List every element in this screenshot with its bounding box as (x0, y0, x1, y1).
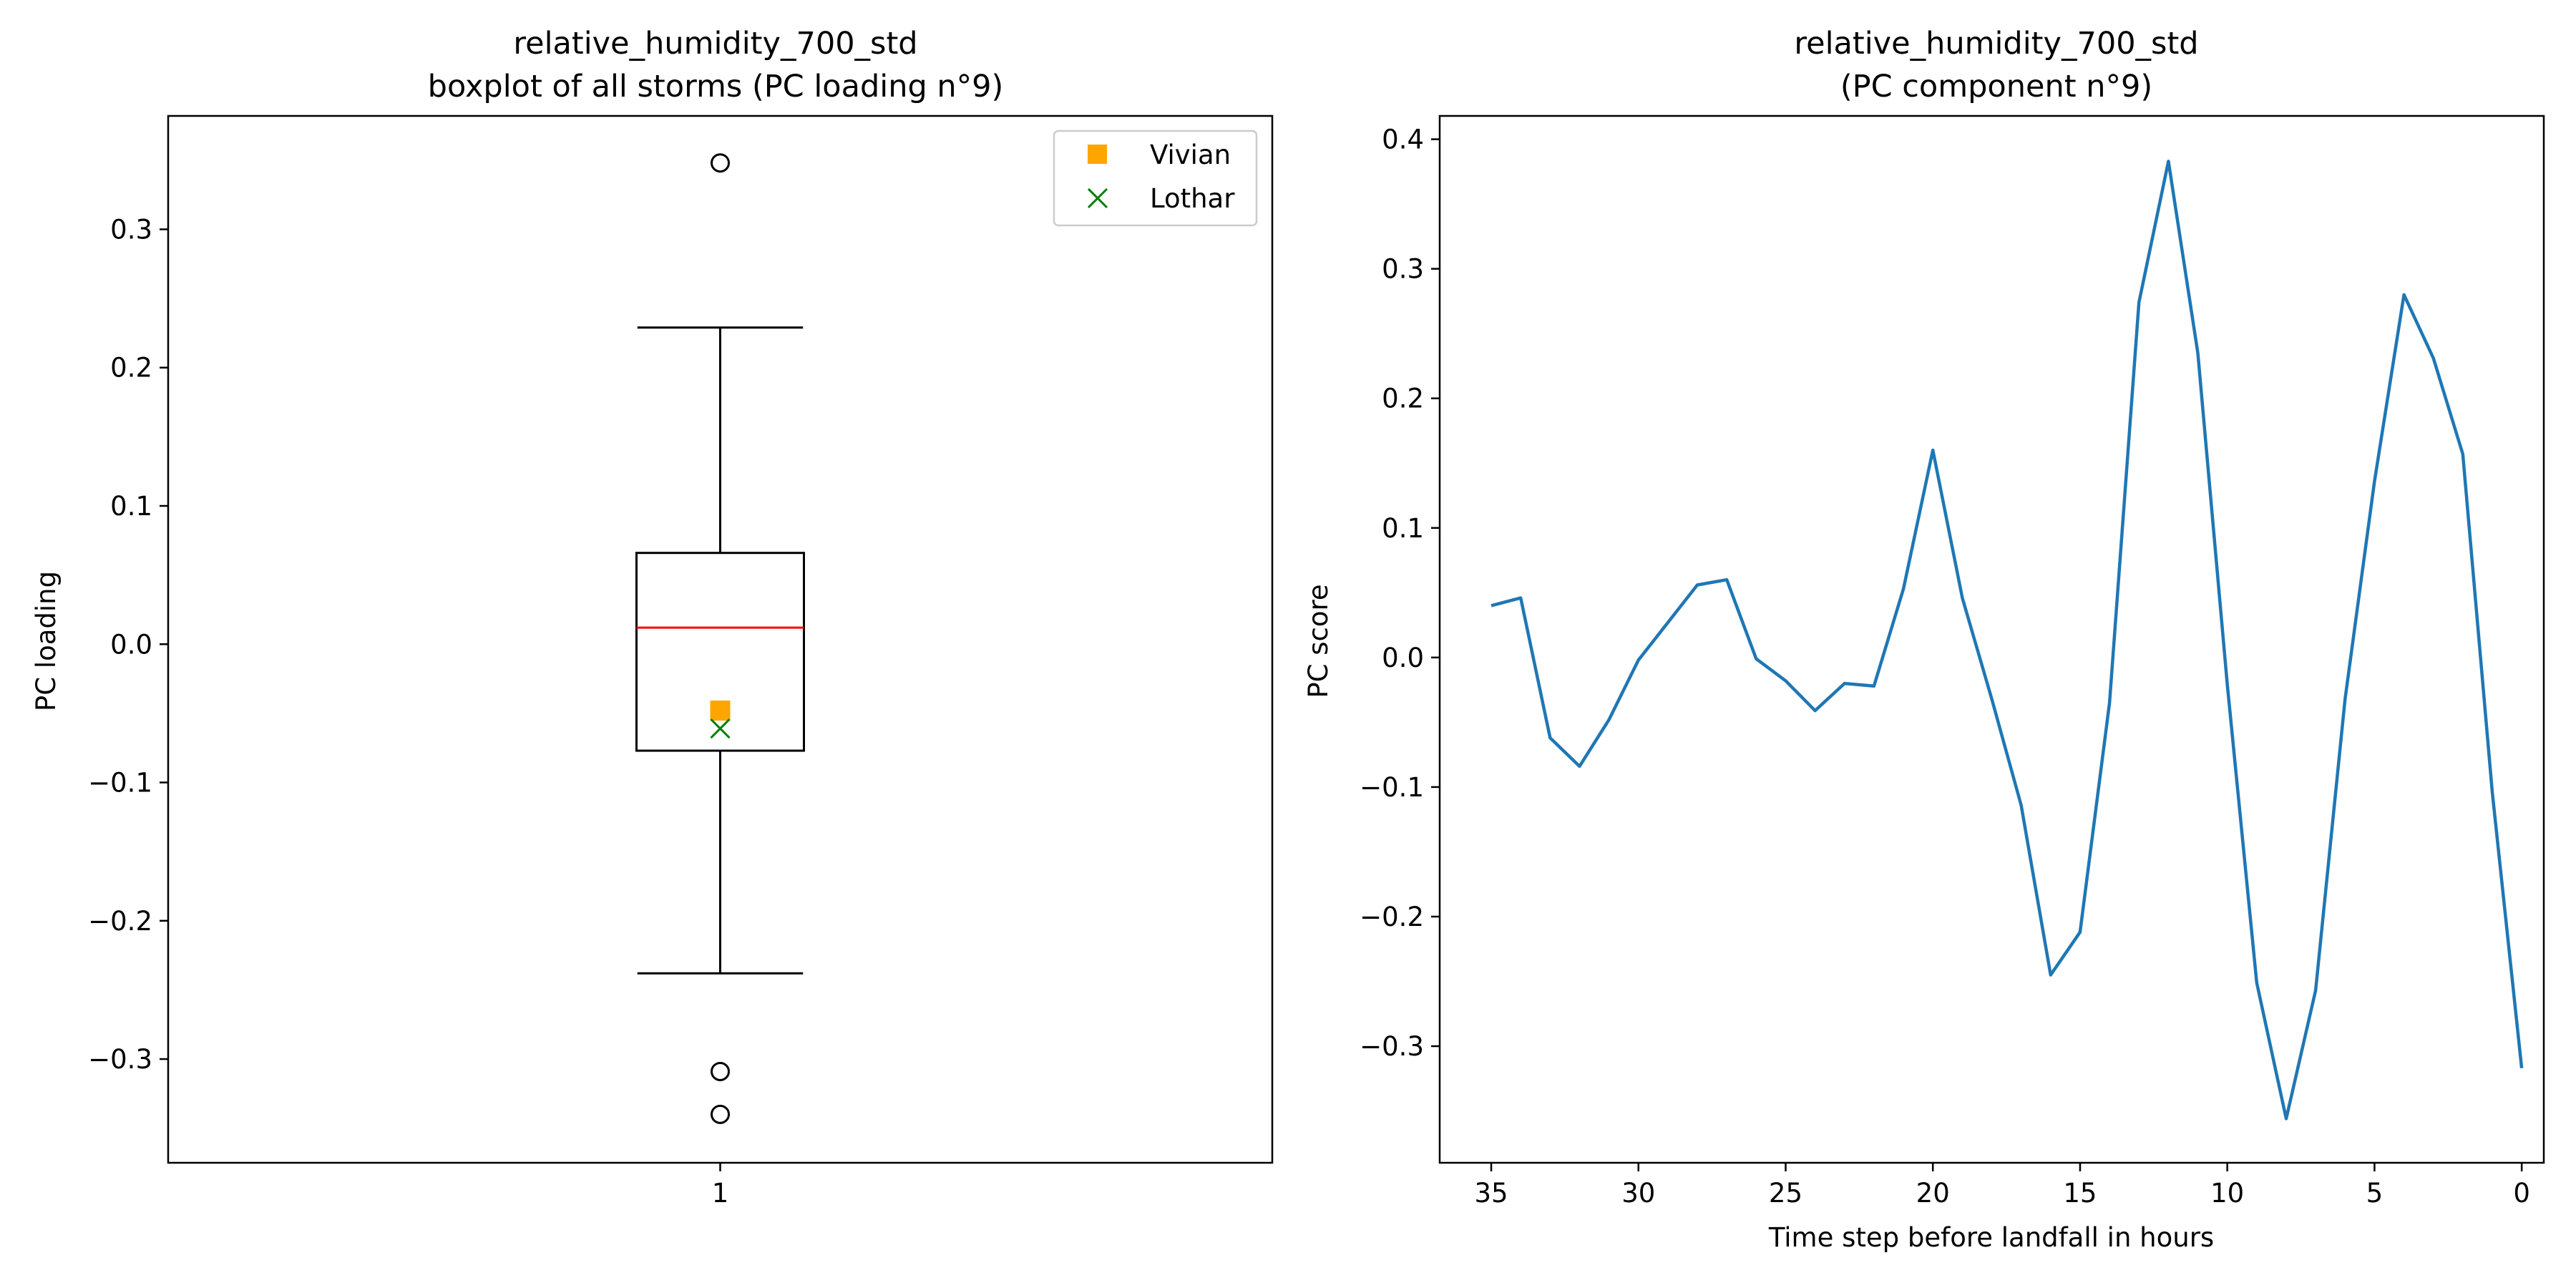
x-tick-label: 30 (1621, 1178, 1655, 1209)
y-tick-label: −0.3 (1360, 1031, 1424, 1062)
line-axes-frame (1438, 114, 2545, 1164)
legend-vivian-marker (1088, 145, 1107, 164)
boxplot-legend: Vivian Lothar (1053, 130, 1258, 227)
y-tick-label: 0.2 (1382, 384, 1424, 414)
y-tick-label: 0.3 (110, 214, 152, 245)
y-tick-label: 0.4 (1382, 125, 1424, 155)
y-tick-label: −0.2 (88, 906, 152, 937)
legend-lothar-marker (1087, 187, 1108, 209)
marker-lothar (710, 718, 731, 739)
line-title-line2: (PC component n°9) (1840, 69, 2152, 104)
x-tick-label: 1 (712, 1178, 729, 1209)
y-tick-label: 0.1 (110, 491, 152, 522)
boxplot-y-axis-label: PC loading (31, 571, 62, 711)
outlier-point (711, 153, 730, 173)
line-title-line1: relative_humidity_700_std (1794, 26, 2198, 62)
y-tick-label: 0.0 (110, 629, 152, 660)
y-tick-label: −0.3 (88, 1044, 152, 1075)
line-plot-area: −0.3 −0.2 −0.1 0.0 0.1 0.2 0.3 0.4 35 30 25 20 15 10 5… (1360, 114, 2545, 1209)
x-tick-label: 35 (1474, 1178, 1508, 1209)
line-x-axis-label: Time step before landfall in hours (1768, 1222, 2214, 1253)
line-y-axis-label: PC score (1303, 584, 1334, 698)
x-tick-label: 25 (1769, 1178, 1802, 1209)
y-tick-label: 0.1 (1382, 513, 1424, 544)
marker-stroke (710, 718, 731, 739)
y-tick-label: 0.0 (1382, 643, 1424, 673)
marker-vivian (710, 701, 731, 721)
boxplot-plot-area: −0.3 −0.2 −0.1 0.0 0.1 0.2 0.3 1 (88, 114, 1274, 1209)
x-tick-label: 20 (1916, 1178, 1950, 1209)
line-panel: relative_humidity_700_std (PC component … (1303, 26, 2545, 1253)
box-iqr (635, 552, 805, 752)
boxplot-axes-frame (167, 114, 1274, 1164)
y-tick-label: 0.2 (110, 353, 152, 384)
y-tick-label: −0.1 (1360, 772, 1424, 803)
y-tick-label: −0.1 (88, 768, 152, 799)
y-tick-label: −0.2 (1360, 902, 1424, 932)
x-tick-label: 0 (2513, 1178, 2530, 1209)
legend-vivian-label: Vivian (1150, 140, 1231, 170)
x-tick-label: 15 (2063, 1178, 2097, 1209)
x-tick-label: 5 (2366, 1178, 2384, 1209)
outlier-point (711, 1061, 730, 1081)
outlier-point (711, 1104, 730, 1124)
legend-lothar-label: Lothar (1150, 183, 1235, 214)
boxplot-title-line2: boxplot of all storms (PC loading n°9) (428, 69, 1004, 104)
y-tick-label: 0.3 (1382, 254, 1424, 285)
boxplot-title-line1: relative_humidity_700_std (513, 26, 917, 62)
boxplot-panel: relative_humidity_700_std boxplot of all… (31, 26, 1274, 1209)
pc-score-series-line (1491, 160, 2524, 1121)
x-tick-label: 10 (2210, 1178, 2244, 1209)
